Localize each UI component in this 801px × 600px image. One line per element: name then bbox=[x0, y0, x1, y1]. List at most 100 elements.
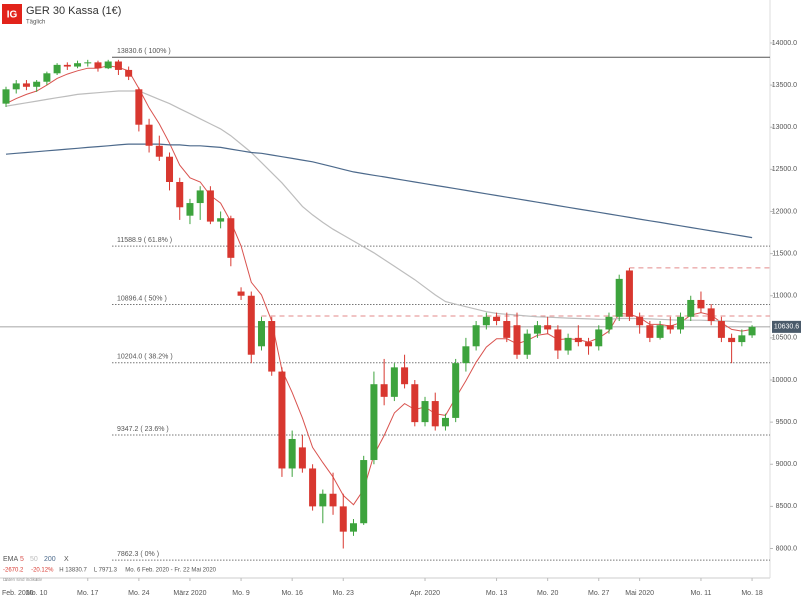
candle-body bbox=[615, 278, 623, 317]
candle-body bbox=[738, 335, 746, 343]
x-tick-label: Mai 2020 bbox=[625, 590, 654, 597]
fib-label: 10896.4 ( 50% ) bbox=[117, 295, 167, 302]
logo-box bbox=[2, 4, 22, 24]
candle-body bbox=[155, 145, 163, 157]
note: Daten sind indikativ bbox=[3, 577, 43, 582]
candle-body bbox=[43, 73, 51, 82]
candle-body bbox=[176, 181, 184, 208]
candle-body bbox=[247, 295, 255, 355]
legend-entry: 50 bbox=[30, 556, 38, 563]
candle-body bbox=[196, 190, 204, 204]
y-tick-label: 12000.0 bbox=[772, 208, 797, 215]
candle-body bbox=[298, 447, 306, 469]
candle-body bbox=[278, 371, 286, 469]
candle-body bbox=[523, 333, 531, 355]
x-tick-label: Mo. 10 bbox=[26, 590, 48, 597]
candle-body bbox=[339, 506, 347, 532]
candle-body bbox=[564, 337, 572, 351]
x-tick-label: Mo. 27 bbox=[588, 590, 610, 597]
fib-label: 11588.9 ( 61.8% ) bbox=[117, 237, 172, 244]
candle-body bbox=[94, 62, 102, 69]
candle-body bbox=[288, 438, 296, 469]
candle-body bbox=[717, 321, 725, 338]
x-tick-label: Mo. 16 bbox=[281, 590, 303, 597]
candle-body bbox=[84, 62, 92, 64]
candle-body bbox=[104, 61, 112, 69]
candle-body bbox=[53, 64, 61, 74]
candle-body bbox=[22, 83, 30, 87]
candle-body bbox=[401, 367, 409, 385]
candle-body bbox=[472, 325, 480, 347]
candle-body bbox=[74, 63, 82, 67]
candle-body bbox=[585, 342, 593, 347]
candle-body bbox=[605, 316, 613, 330]
y-tick-label: 13000.0 bbox=[772, 124, 797, 131]
candle-body bbox=[319, 493, 327, 507]
x-tick-label: Feb. 2020 bbox=[2, 590, 34, 597]
candle-body bbox=[411, 384, 419, 423]
info-text: -20.12% bbox=[31, 568, 54, 574]
candle-body bbox=[482, 316, 490, 326]
x-tick-label: Mo. 24 bbox=[128, 590, 150, 597]
y-tick-label: 12500.0 bbox=[772, 166, 797, 173]
candle-body bbox=[309, 468, 317, 507]
candle-body bbox=[707, 308, 715, 322]
ema-line bbox=[5, 65, 753, 506]
candle-body bbox=[462, 346, 470, 364]
y-tick-label: 13500.0 bbox=[772, 82, 797, 89]
fib-label: 10204.0 ( 38.2% ) bbox=[117, 354, 173, 361]
y-tick-label: 8000.0 bbox=[776, 545, 798, 552]
candle-body bbox=[687, 299, 695, 317]
fib-label: 7862.3 ( 0% ) bbox=[117, 551, 159, 558]
candle-body bbox=[513, 325, 521, 355]
legend-close[interactable]: X bbox=[64, 556, 69, 563]
candle-body bbox=[656, 325, 664, 338]
candle-body bbox=[349, 523, 357, 532]
candle-body bbox=[544, 325, 552, 330]
price-tag bbox=[772, 320, 801, 333]
x-tick-label: Apr. 2020 bbox=[410, 590, 440, 597]
candle-body bbox=[380, 384, 388, 397]
candle-body bbox=[625, 270, 633, 317]
info-text: L 7971.3 bbox=[94, 568, 118, 574]
x-tick-label: Mo. 18 bbox=[741, 590, 763, 597]
candle-body bbox=[12, 83, 20, 90]
candle-body bbox=[452, 363, 460, 418]
candle-body bbox=[186, 203, 194, 216]
candle-body bbox=[574, 337, 582, 343]
candle-body bbox=[728, 337, 736, 343]
chart-title: GER 30 Kassa (1€) bbox=[26, 5, 121, 17]
candle-body bbox=[493, 316, 501, 322]
candle-body bbox=[421, 401, 429, 423]
legend-entry: 200 bbox=[44, 556, 56, 563]
candle-body bbox=[114, 61, 122, 70]
y-tick-label: 10500.0 bbox=[772, 335, 797, 342]
candle-body bbox=[217, 218, 225, 222]
candle-body bbox=[63, 64, 71, 67]
candle-body bbox=[227, 218, 235, 258]
candle-body bbox=[677, 316, 685, 330]
price-label: 10630.6 bbox=[774, 324, 799, 331]
candle-body bbox=[237, 291, 245, 296]
candle-body bbox=[125, 69, 133, 77]
x-tick-label: Mo. 23 bbox=[333, 590, 355, 597]
fib-label: 13830.6 ( 100% ) bbox=[117, 48, 171, 55]
chart-subtitle: Täglich bbox=[26, 20, 45, 26]
y-tick-label: 9500.0 bbox=[776, 419, 798, 426]
ema-line bbox=[5, 143, 753, 239]
x-tick-label: Mo. 9 bbox=[232, 590, 250, 597]
legend-entry: 5 bbox=[20, 556, 24, 563]
x-tick-label: Mo. 11 bbox=[691, 590, 712, 597]
x-tick-label: Mo. 13 bbox=[486, 590, 508, 597]
candle-body bbox=[554, 329, 562, 351]
y-tick-label: 14000.0 bbox=[772, 40, 797, 47]
info-text: Mo. 6 Feb. 2020 - Fr. 22 Mai 2020 bbox=[125, 568, 216, 574]
candle-body bbox=[748, 326, 756, 336]
candle-body bbox=[258, 321, 265, 347]
candle-body bbox=[206, 190, 214, 222]
candle-body bbox=[646, 325, 654, 338]
candle-body bbox=[268, 321, 276, 372]
x-tick-label: Mo. 20 bbox=[537, 590, 559, 597]
candle-body bbox=[329, 493, 337, 507]
